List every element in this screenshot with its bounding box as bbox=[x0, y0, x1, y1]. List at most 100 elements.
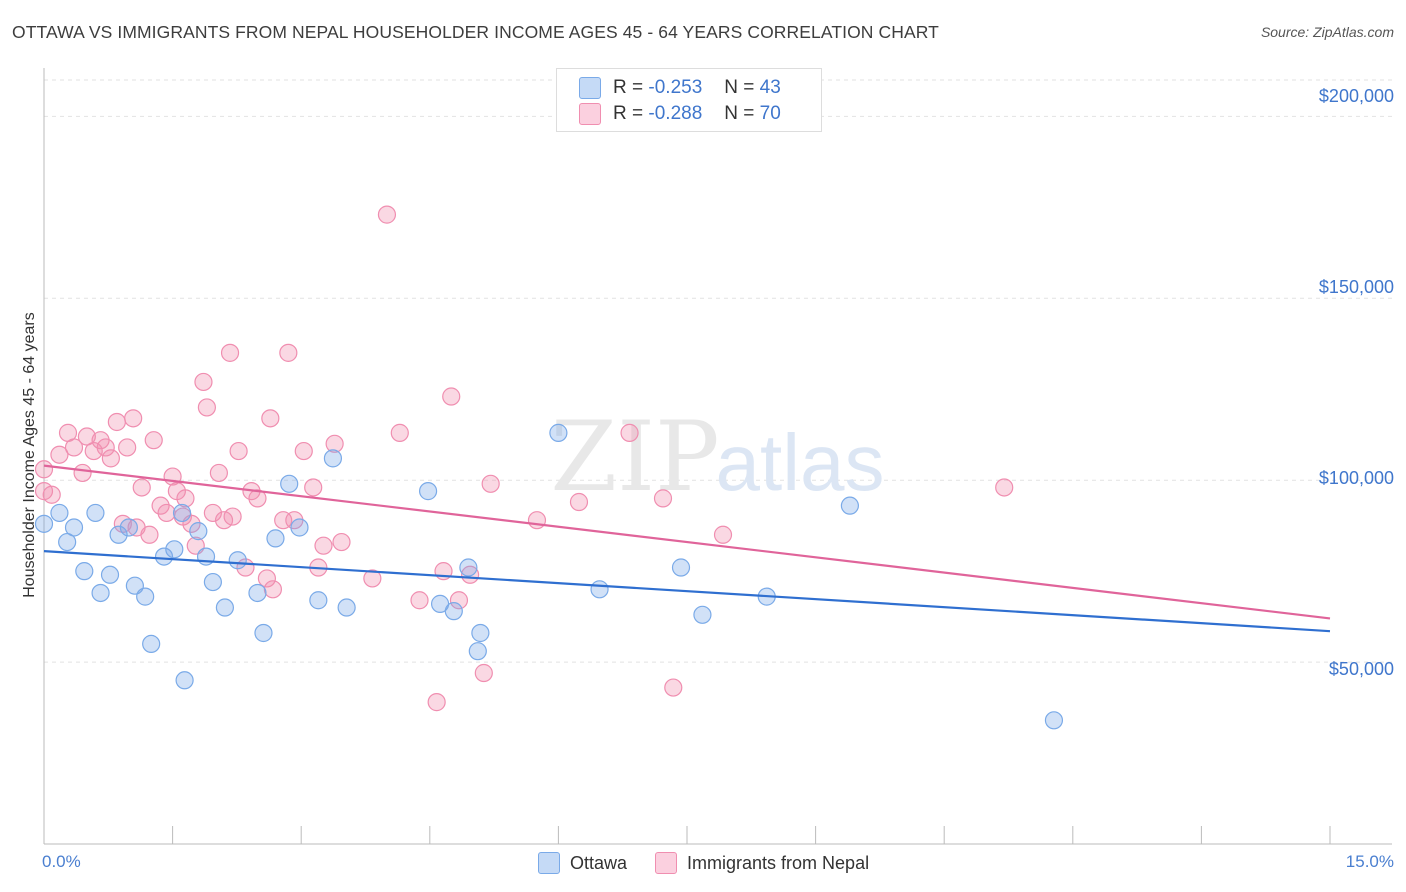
data-point bbox=[194, 372, 213, 392]
y-tick-label: $200,000 bbox=[1318, 86, 1394, 106]
data-point bbox=[332, 532, 351, 552]
source-label: Source: ZipAtlas.com bbox=[1260, 24, 1394, 40]
data-point bbox=[323, 449, 343, 468]
data-point bbox=[314, 536, 333, 555]
trend-lines bbox=[43, 464, 1331, 633]
data-point bbox=[124, 409, 143, 428]
data-point bbox=[444, 602, 463, 621]
data-point bbox=[449, 591, 469, 610]
data-point bbox=[136, 587, 155, 606]
data-point bbox=[34, 460, 54, 479]
data-point bbox=[100, 565, 120, 584]
legend-label-nepal: Immigrants from Nepal bbox=[687, 852, 870, 873]
r-label: R = bbox=[613, 77, 644, 98]
data-point bbox=[209, 463, 228, 483]
data-point bbox=[390, 423, 409, 442]
legend-item-ottawa[interactable]: Ottawa bbox=[538, 852, 627, 874]
data-point bbox=[144, 431, 163, 450]
y-tick-label: $50,000 bbox=[1328, 659, 1394, 679]
watermark-zip: ZIP bbox=[550, 401, 719, 513]
data-point bbox=[175, 671, 194, 690]
data-point bbox=[248, 583, 267, 603]
data-point bbox=[363, 569, 382, 588]
data-point bbox=[442, 387, 461, 406]
data-point bbox=[215, 598, 234, 617]
data-point bbox=[279, 343, 298, 362]
data-point bbox=[75, 562, 94, 581]
trend-line-ottawa bbox=[43, 550, 1331, 633]
data-point bbox=[410, 591, 429, 610]
data-point bbox=[263, 580, 283, 599]
data-point bbox=[427, 693, 446, 712]
data-point bbox=[203, 503, 222, 523]
data-point bbox=[995, 478, 1014, 497]
data-point bbox=[549, 423, 568, 442]
data-point bbox=[107, 412, 126, 432]
y-tick-label: $100,000 bbox=[1318, 468, 1394, 488]
data-point bbox=[118, 438, 137, 457]
data-point bbox=[468, 642, 487, 661]
nepal-swatch bbox=[655, 852, 678, 874]
data-point bbox=[84, 441, 103, 461]
data-point bbox=[58, 532, 77, 552]
data-point bbox=[290, 518, 309, 537]
data-point bbox=[77, 427, 96, 446]
data-point bbox=[165, 540, 184, 559]
data-point bbox=[309, 591, 328, 610]
trend-line-nepal bbox=[43, 464, 1331, 620]
data-point bbox=[50, 445, 69, 464]
r-value: -0.288 bbox=[648, 103, 703, 124]
data-point bbox=[73, 463, 92, 483]
legend-row-nepal: R = -0.288 N = 70 bbox=[579, 103, 781, 125]
data-point bbox=[119, 518, 138, 537]
data-point bbox=[203, 572, 222, 592]
data-point bbox=[257, 569, 277, 588]
data-point bbox=[460, 565, 480, 584]
data-point bbox=[653, 489, 673, 508]
r-label: R = bbox=[613, 103, 644, 124]
data-point bbox=[840, 496, 859, 515]
data-point bbox=[294, 441, 313, 461]
data-point bbox=[157, 503, 176, 523]
data-point bbox=[459, 558, 478, 577]
data-point bbox=[154, 547, 174, 566]
chart-title: OTTAWA VS IMMIGRANTS FROM NEPAL HOUSEHOL… bbox=[12, 22, 939, 42]
data-point bbox=[248, 489, 267, 508]
data-point bbox=[569, 492, 589, 512]
data-point bbox=[34, 514, 54, 533]
data-point bbox=[713, 525, 733, 544]
legend-item-nepal[interactable]: Immigrants from Nepal bbox=[655, 852, 869, 874]
y-tick-label: $150,000 bbox=[1318, 277, 1394, 297]
data-point bbox=[254, 623, 273, 643]
data-point bbox=[42, 485, 61, 504]
data-point bbox=[229, 441, 248, 461]
n-label: N = bbox=[724, 77, 755, 98]
data-point bbox=[142, 634, 161, 654]
data-point bbox=[64, 438, 84, 457]
n-label: N = bbox=[724, 103, 755, 124]
data-point bbox=[471, 623, 490, 643]
data-point bbox=[527, 511, 547, 530]
data-point bbox=[176, 489, 195, 508]
data-point bbox=[96, 438, 115, 457]
data-point bbox=[337, 598, 356, 617]
data-point bbox=[228, 551, 247, 570]
ottawa-swatch bbox=[538, 852, 560, 874]
data-point bbox=[109, 525, 128, 544]
stats-legend: R = -0.253 N = 43 R = -0.288 N = 70 bbox=[556, 68, 822, 132]
data-point bbox=[377, 205, 397, 224]
ottawa-swatch bbox=[579, 77, 601, 99]
data-point bbox=[101, 449, 120, 468]
legend-label-ottawa: Ottawa bbox=[570, 852, 628, 873]
data-point bbox=[86, 503, 105, 523]
data-point bbox=[64, 518, 84, 537]
data-point bbox=[590, 580, 609, 599]
data-point bbox=[474, 663, 493, 683]
data-point bbox=[50, 503, 69, 523]
nepal-points bbox=[34, 205, 1014, 712]
data-point bbox=[671, 558, 691, 577]
n-value: 43 bbox=[759, 77, 781, 98]
data-point bbox=[280, 474, 299, 493]
watermark-atlas: atlas bbox=[716, 418, 885, 507]
